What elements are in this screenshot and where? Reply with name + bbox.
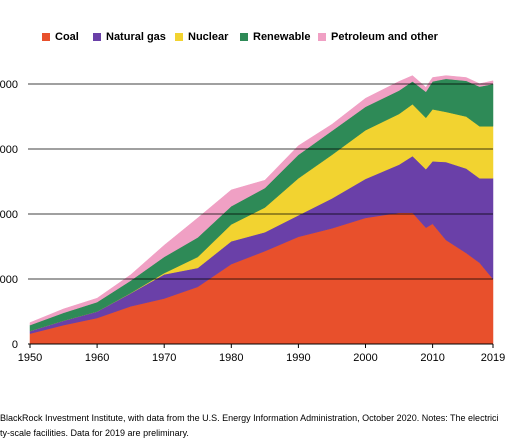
y-tick-label: 000 <box>0 144 18 156</box>
x-tick-label: 1970 <box>152 352 176 364</box>
legend-item-natural-gas: Natural gas <box>93 31 166 43</box>
legend-swatch-coal <box>42 33 50 41</box>
legend-item-nuclear: Nuclear <box>175 31 228 43</box>
y-tick-label: 000 <box>0 274 18 286</box>
legend-swatch-natural-gas <box>93 33 101 41</box>
legend-swatch-nuclear <box>175 33 183 41</box>
legend: Coal Natural gas Nuclear Renewable Petro… <box>0 31 530 47</box>
source-line-1: BlackRock Investment Institute, with dat… <box>0 413 499 423</box>
y-tick-label: 000 <box>0 79 18 91</box>
x-tick-label: 1960 <box>85 352 109 364</box>
legend-label-coal: Coal <box>55 31 79 43</box>
legend-swatch-renewable <box>240 33 248 41</box>
legend-item-coal: Coal <box>42 31 79 43</box>
legend-item-renewable: Renewable <box>240 31 310 43</box>
area-layer <box>29 75 494 345</box>
legend-swatch-petroleum <box>318 33 326 41</box>
x-tick-label: 2010 <box>420 352 444 364</box>
x-tick-label: 1980 <box>219 352 243 364</box>
legend-item-petroleum: Petroleum and other <box>318 31 438 43</box>
gridlines <box>28 83 493 280</box>
source-note: BlackRock Investment Institute, with dat… <box>0 411 530 441</box>
x-tick-label: 1950 <box>18 352 42 364</box>
legend-label-petroleum: Petroleum and other <box>331 31 438 43</box>
source-line-2: ty-scale facilities. Data for 2019 are p… <box>0 428 189 438</box>
legend-label-renewable: Renewable <box>253 31 311 43</box>
legend-label-nuclear: Nuclear <box>188 31 229 43</box>
x-tick-label: 2000 <box>353 352 377 364</box>
y-tick-label: 0 <box>12 339 18 351</box>
legend-label-natural-gas: Natural gas <box>106 31 166 43</box>
x-tick-label: 1990 <box>286 352 310 364</box>
x-tick-label: 2019 <box>481 352 505 364</box>
y-tick-label: 000 <box>0 209 18 221</box>
